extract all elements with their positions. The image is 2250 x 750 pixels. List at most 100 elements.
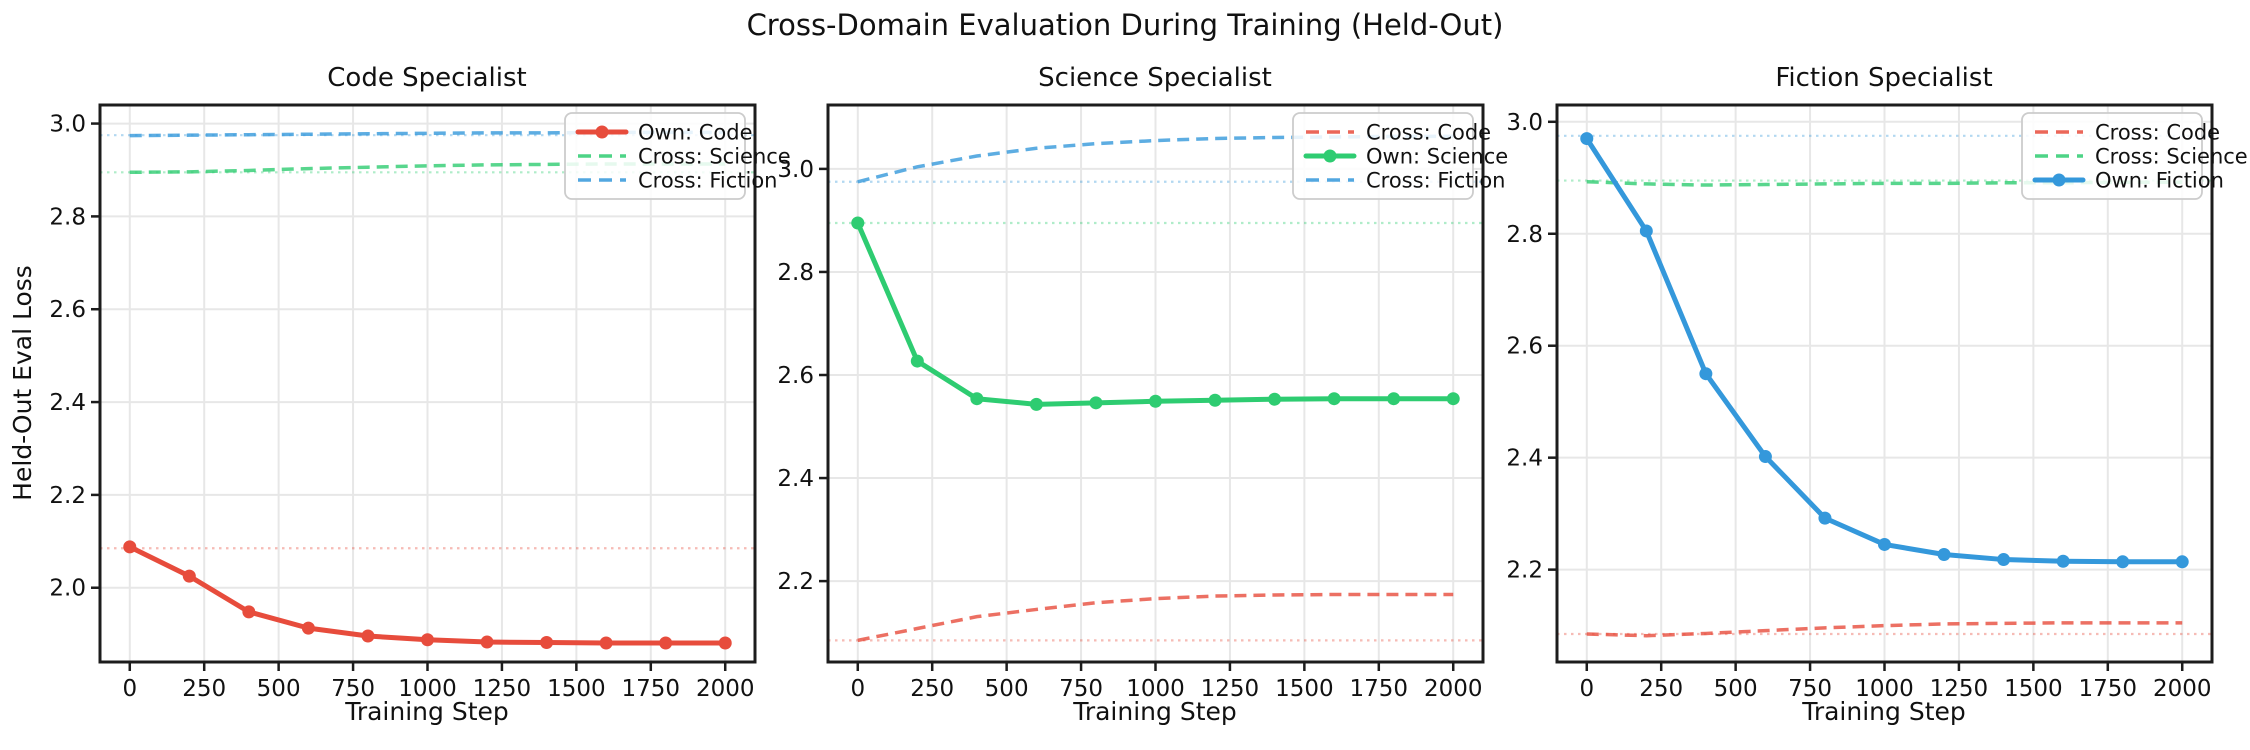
x-tick-label: 1250 <box>1201 676 1260 702</box>
grid <box>1557 105 2212 662</box>
data-point-marker <box>301 621 315 635</box>
series-line-dashed <box>857 592 1454 643</box>
data-point-marker <box>540 636 554 650</box>
data-point-marker <box>123 540 137 554</box>
x-tick-label: 750 <box>1059 676 1103 702</box>
data-point-marker <box>1580 132 1594 146</box>
x-axis-label-science: Training Step <box>1073 697 1237 726</box>
x-tick-label: 1000 <box>398 676 457 702</box>
y-tick-label: 3.0 <box>49 112 86 138</box>
data-point-marker <box>1327 392 1341 406</box>
series-own-science <box>851 216 1460 411</box>
y-tick-label: 2.6 <box>1506 334 1543 360</box>
y-tick-label: 2.6 <box>777 363 814 389</box>
legend-label: Own: Science <box>1366 145 1508 169</box>
legend-key-marker <box>595 125 609 139</box>
y-tick-label: 2.8 <box>49 204 86 230</box>
panel-title-science: Science Specialist <box>1038 63 1272 93</box>
data-point-marker <box>2056 554 2070 568</box>
x-tick-label: 1250 <box>1930 676 1989 702</box>
legend-label: Cross: Code <box>1366 121 1491 145</box>
data-point-marker <box>1446 392 1460 406</box>
data-point-marker <box>1937 548 1951 562</box>
series-cross-code <box>857 592 1454 643</box>
y-tick-label: 3.0 <box>777 157 814 183</box>
data-point-marker <box>910 354 924 368</box>
data-point-marker <box>1818 511 1832 525</box>
x-axis-label-fiction: Training Step <box>1802 697 1966 726</box>
x-tick-label: 1500 <box>1275 676 1334 702</box>
x-tick-label: 1750 <box>2079 676 2138 702</box>
x-tick-label: 750 <box>1788 676 1832 702</box>
x-tick-label: 1000 <box>1126 676 1185 702</box>
panel-title-fiction: Fiction Specialist <box>1775 63 1993 93</box>
panel-1: 0 250 500 750 1000 1250 1500 1750 2000 2.2 2.4 2.6 2… <box>777 103 1508 702</box>
y-tick-label: 2.4 <box>1506 446 1543 472</box>
figure-title: Cross-Domain Evaluation During Training … <box>746 8 1504 42</box>
y-tick-label: 2.4 <box>49 390 86 416</box>
data-point-marker <box>242 605 256 619</box>
x-tick-label: 500 <box>985 676 1029 702</box>
data-point-marker <box>851 216 865 230</box>
series-line-dashed <box>1586 621 2183 638</box>
y-tick-label: 2.2 <box>49 483 86 509</box>
data-point-marker <box>2116 555 2130 569</box>
data-point-marker <box>361 629 375 643</box>
legend-box <box>1292 112 1474 200</box>
x-tick-label: 1500 <box>547 676 606 702</box>
x-tick-label: 1250 <box>473 676 532 702</box>
data-point-marker <box>1758 450 1772 464</box>
x-tick-label: 250 <box>1639 676 1683 702</box>
data-point-marker <box>2175 555 2189 569</box>
ticks: 0 250 500 750 1000 1250 1500 1750 2000 2.0 2.2 2.4 2… <box>49 112 754 702</box>
data-point-marker <box>480 635 494 649</box>
data-point-marker <box>1639 224 1653 238</box>
grid <box>100 105 755 662</box>
y-tick-label: 3.0 <box>1506 110 1543 136</box>
y-tick-label: 2.2 <box>1506 558 1543 584</box>
data-point-marker <box>1029 397 1043 411</box>
x-tick-label: 2000 <box>1424 676 1483 702</box>
y-tick-label: 2.2 <box>777 569 814 595</box>
data-point-marker <box>970 392 984 406</box>
x-tick-label: 500 <box>257 676 301 702</box>
legend-key-marker <box>2052 173 2066 187</box>
legend-label: Own: Code <box>638 121 753 145</box>
data-point-marker <box>1149 394 1162 408</box>
data-point-marker <box>659 636 673 650</box>
x-tick-label: 1500 <box>2004 676 2063 702</box>
x-tick-label: 1750 <box>622 676 681 702</box>
data-point-marker <box>182 569 196 583</box>
data-point-marker <box>1997 553 2011 567</box>
y-tick-label: 2.8 <box>1506 222 1543 248</box>
legend-label: Cross: Science <box>2095 145 2248 169</box>
panel-title-code: Code Specialist <box>327 63 527 93</box>
x-tick-label: 2000 <box>696 676 755 702</box>
data-point-marker <box>1089 396 1103 410</box>
legend-key-marker <box>1323 149 1337 163</box>
series-own-code <box>123 540 732 650</box>
series-own-fiction <box>1580 132 2189 569</box>
data-point-marker <box>1387 392 1401 406</box>
x-axis-label-code: Training Step <box>345 697 509 726</box>
x-tick-label: 1000 <box>1855 676 1914 702</box>
y-tick-label: 2.0 <box>49 576 86 602</box>
x-tick-label: 250 <box>910 676 954 702</box>
ticks: 0 250 500 750 1000 1250 1500 1750 2000 2.2 2.4 2.6 2… <box>1506 110 2211 702</box>
data-point-marker <box>421 633 434 647</box>
x-tick-label: 2000 <box>2153 676 2212 702</box>
series-cross-code <box>1586 621 2183 638</box>
y-tick-label: 2.4 <box>777 466 814 492</box>
data-point-marker <box>1699 367 1713 381</box>
data-point-marker <box>718 636 732 650</box>
y-tick-label: 2.6 <box>49 297 86 323</box>
y-axis-label: Held-Out Eval Loss <box>8 265 37 501</box>
data-point-marker <box>599 636 613 650</box>
panel-2: 0 250 500 750 1000 1250 1500 1750 2000 2.2 2.4 2.6 2… <box>1506 103 2248 702</box>
data-point-marker <box>1208 393 1222 407</box>
legend-label: Cross: Science <box>638 145 791 169</box>
